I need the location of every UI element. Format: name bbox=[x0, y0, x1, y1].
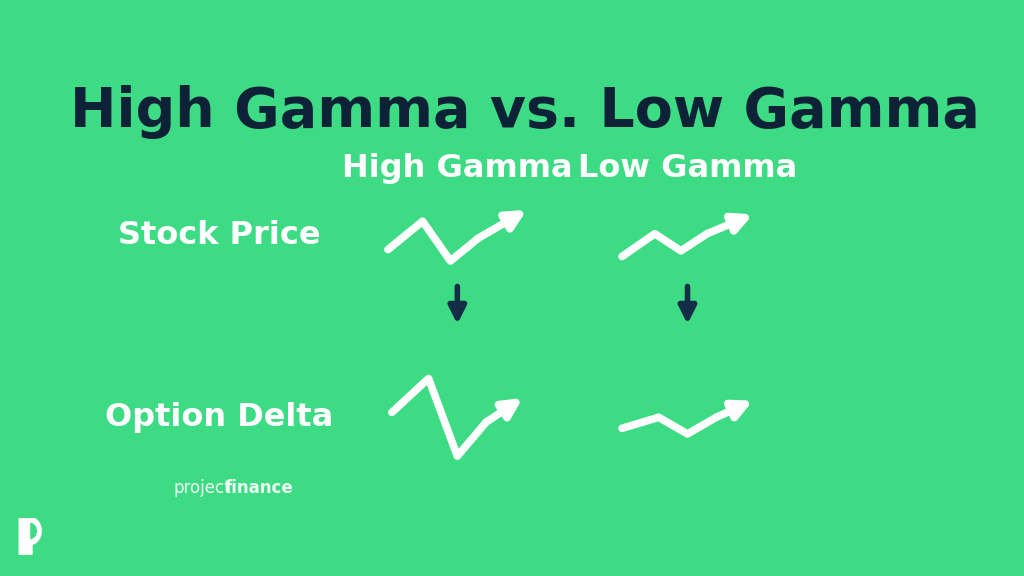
Text: High Gamma: High Gamma bbox=[342, 153, 572, 184]
Text: finance: finance bbox=[225, 479, 294, 497]
Text: Stock Price: Stock Price bbox=[118, 220, 321, 251]
FancyBboxPatch shape bbox=[18, 517, 33, 556]
Wedge shape bbox=[31, 522, 37, 539]
Text: project: project bbox=[173, 479, 230, 497]
Text: High Gamma vs. Low Gamma: High Gamma vs. Low Gamma bbox=[70, 85, 980, 139]
Text: Low Gamma: Low Gamma bbox=[578, 153, 797, 184]
Text: Option Delta: Option Delta bbox=[105, 402, 334, 433]
Wedge shape bbox=[31, 517, 42, 545]
